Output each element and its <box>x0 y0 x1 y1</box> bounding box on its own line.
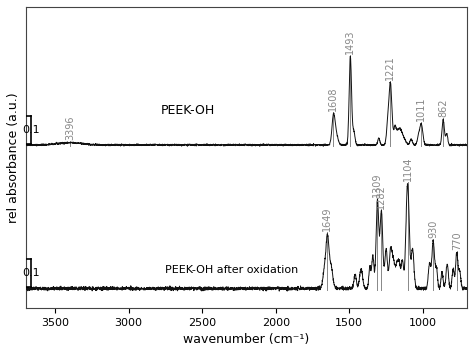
Text: 1493: 1493 <box>346 30 356 54</box>
Text: 1011: 1011 <box>416 97 426 121</box>
Text: 1221: 1221 <box>385 55 395 80</box>
Text: 1282: 1282 <box>376 184 386 209</box>
Text: 1649: 1649 <box>322 207 332 232</box>
Text: 930: 930 <box>428 219 438 238</box>
Text: PEEK-OH: PEEK-OH <box>160 104 215 117</box>
X-axis label: wavenumber (cm⁻¹): wavenumber (cm⁻¹) <box>183 333 310 346</box>
Text: 1104: 1104 <box>402 157 412 181</box>
Text: PEEK-OH after oxidation: PEEK-OH after oxidation <box>165 265 298 275</box>
Text: 0.1: 0.1 <box>23 125 40 135</box>
Text: 862: 862 <box>438 98 448 117</box>
Text: 770: 770 <box>452 232 462 250</box>
Text: 1309: 1309 <box>373 173 383 197</box>
Y-axis label: rel absorbance (a.u.): rel absorbance (a.u.) <box>7 92 20 223</box>
Text: 3396: 3396 <box>65 115 75 140</box>
Text: 1608: 1608 <box>328 86 338 111</box>
Text: 0.1: 0.1 <box>23 268 40 278</box>
